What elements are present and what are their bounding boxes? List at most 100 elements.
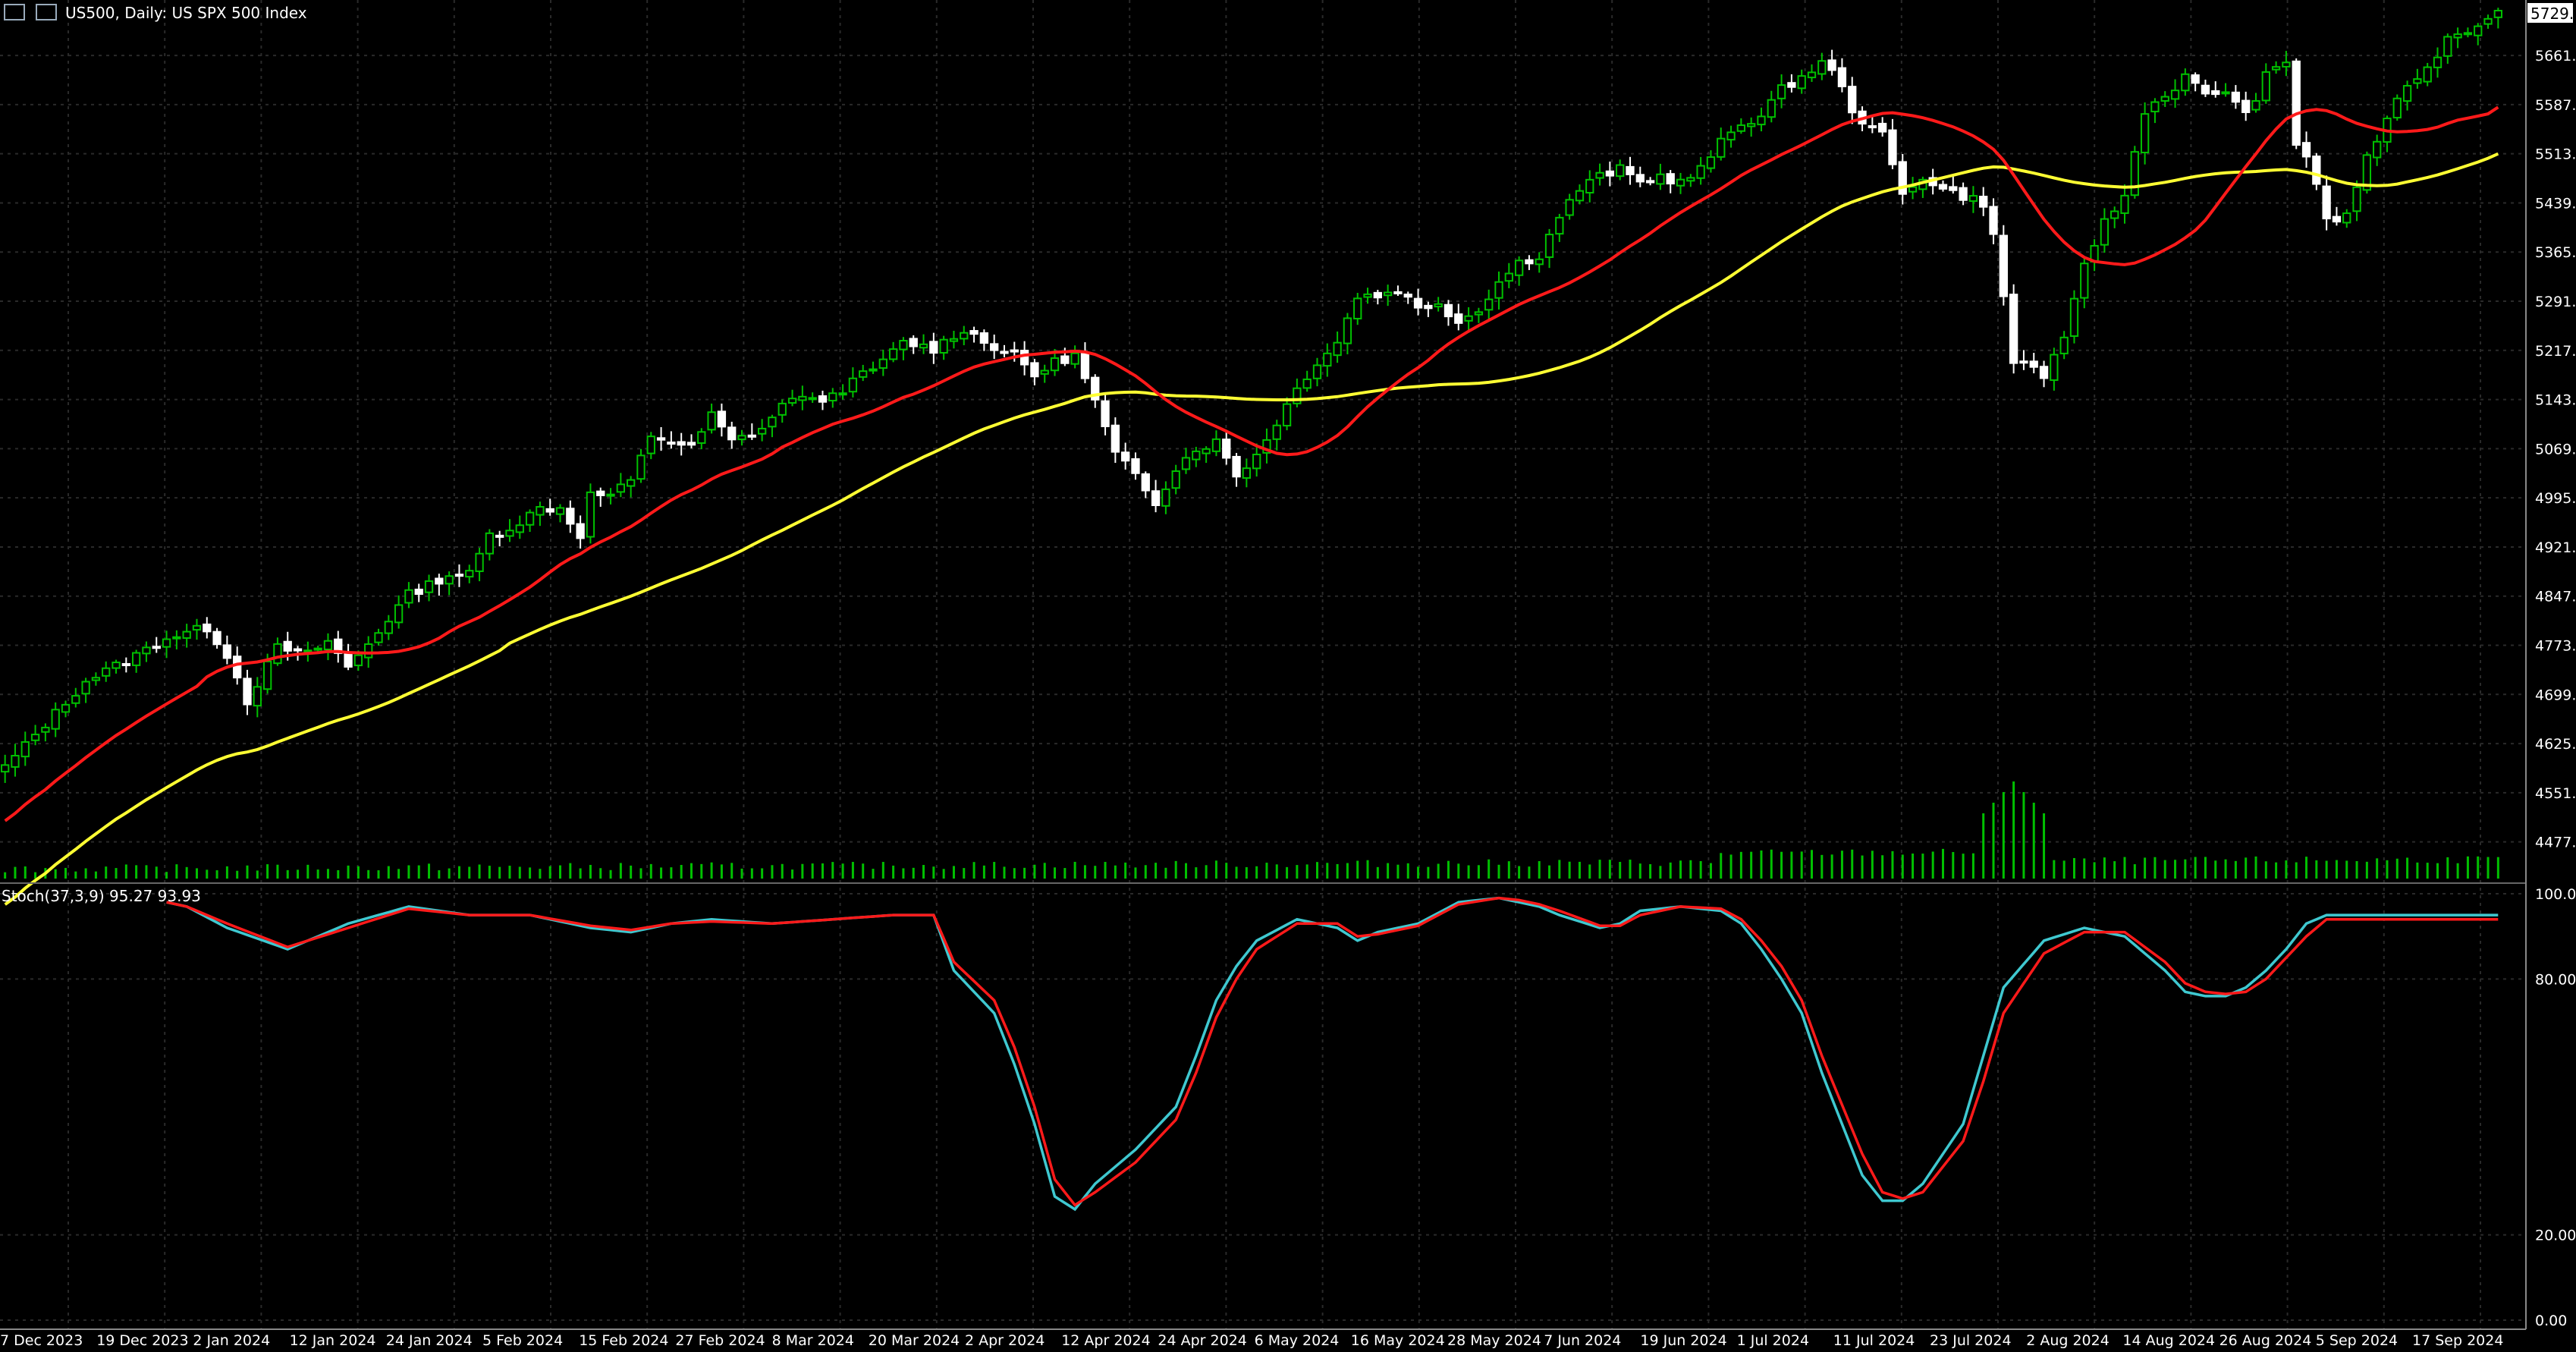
candle[interactable] xyxy=(11,744,20,777)
candle[interactable] xyxy=(2413,68,2422,89)
candle[interactable] xyxy=(1525,255,1534,270)
candle[interactable] xyxy=(1444,300,1453,326)
candle[interactable] xyxy=(152,637,161,653)
candle[interactable] xyxy=(686,434,696,448)
candle[interactable] xyxy=(1323,343,1332,377)
candle[interactable] xyxy=(41,723,50,742)
candle[interactable] xyxy=(2342,209,2351,228)
candle[interactable] xyxy=(1666,170,1675,193)
candle[interactable] xyxy=(2443,33,2452,64)
candle[interactable] xyxy=(1949,175,1958,194)
candle[interactable] xyxy=(2221,83,2230,97)
candle[interactable] xyxy=(1232,453,1241,487)
candle[interactable] xyxy=(203,617,212,639)
candle[interactable] xyxy=(1817,52,1827,80)
candle[interactable] xyxy=(1959,182,1968,206)
candle[interactable] xyxy=(707,403,716,434)
candle[interactable] xyxy=(1282,397,1292,431)
candle[interactable] xyxy=(545,498,554,516)
candle[interactable] xyxy=(1565,193,1574,220)
candle[interactable] xyxy=(192,618,202,640)
candle[interactable] xyxy=(1868,117,1877,134)
candle[interactable] xyxy=(1555,213,1564,242)
candle[interactable] xyxy=(61,700,71,718)
candle[interactable] xyxy=(909,335,918,354)
candle[interactable] xyxy=(768,414,777,438)
candle[interactable] xyxy=(2100,208,2109,253)
candle[interactable] xyxy=(495,530,504,547)
candle[interactable] xyxy=(2423,62,2432,86)
candle[interactable] xyxy=(828,388,837,408)
candle[interactable] xyxy=(757,419,767,442)
candle[interactable] xyxy=(1383,285,1393,307)
candle[interactable] xyxy=(1898,153,1907,205)
candle[interactable] xyxy=(2292,58,2301,149)
candle[interactable] xyxy=(1333,331,1342,363)
candle[interactable] xyxy=(2009,284,2018,374)
candle[interactable] xyxy=(1413,288,1423,316)
candle[interactable] xyxy=(1211,430,1221,457)
candle[interactable] xyxy=(71,687,80,708)
candle[interactable] xyxy=(677,432,686,456)
candle[interactable] xyxy=(1393,285,1403,297)
candle[interactable] xyxy=(2312,152,2321,190)
candle[interactable] xyxy=(1474,307,1484,323)
candle[interactable] xyxy=(838,384,847,400)
candle[interactable] xyxy=(2211,81,2220,98)
candle[interactable] xyxy=(525,509,535,533)
candle[interactable] xyxy=(960,325,969,346)
candlestick-series[interactable] xyxy=(0,8,2503,783)
candle[interactable] xyxy=(1968,186,1978,213)
candle[interactable] xyxy=(2201,79,2210,97)
candle[interactable] xyxy=(1030,358,1039,385)
candle[interactable] xyxy=(1252,443,1261,477)
candle[interactable] xyxy=(1827,49,1836,76)
candle[interactable] xyxy=(808,392,817,403)
candle[interactable] xyxy=(727,421,737,449)
candle[interactable] xyxy=(2080,256,2089,309)
candle[interactable] xyxy=(566,500,575,533)
candle[interactable] xyxy=(2463,27,2473,38)
candle[interactable] xyxy=(1484,289,1494,320)
candle[interactable] xyxy=(878,349,887,376)
candle[interactable] xyxy=(2231,85,2241,109)
candle[interactable] xyxy=(2373,134,2382,166)
candle[interactable] xyxy=(475,548,484,582)
candle[interactable] xyxy=(1504,263,1513,288)
candle[interactable] xyxy=(1222,431,1231,465)
candle[interactable] xyxy=(859,364,868,382)
candle[interactable] xyxy=(162,630,171,659)
candle[interactable] xyxy=(1908,177,1918,200)
candle[interactable] xyxy=(102,661,111,682)
candle[interactable] xyxy=(778,399,787,423)
candle[interactable] xyxy=(1888,118,1897,169)
candle[interactable] xyxy=(2019,350,2028,370)
candle[interactable] xyxy=(505,519,514,542)
candle[interactable] xyxy=(848,367,858,398)
candle[interactable] xyxy=(1131,452,1140,480)
candle[interactable] xyxy=(2191,72,2200,92)
candle[interactable] xyxy=(2271,61,2281,74)
candle[interactable] xyxy=(1000,344,1009,357)
candle[interactable] xyxy=(2453,27,2462,49)
candle[interactable] xyxy=(2181,68,2190,96)
candle[interactable] xyxy=(939,335,948,360)
candle[interactable] xyxy=(1161,481,1170,514)
candle[interactable] xyxy=(1686,174,1695,187)
candle[interactable] xyxy=(424,574,434,602)
candle[interactable] xyxy=(1343,313,1352,354)
candle[interactable] xyxy=(485,529,495,561)
chart-type-icon[interactable] xyxy=(36,4,57,20)
candle[interactable] xyxy=(2282,51,2291,77)
candle[interactable] xyxy=(303,641,313,662)
candle[interactable] xyxy=(1837,58,1847,93)
candle[interactable] xyxy=(51,702,60,737)
candle[interactable] xyxy=(1626,156,1635,185)
candle[interactable] xyxy=(1181,448,1191,474)
candle[interactable] xyxy=(1877,117,1887,137)
candle[interactable] xyxy=(2392,94,2402,121)
candle[interactable] xyxy=(1938,180,1948,192)
candle[interactable] xyxy=(1424,301,1433,317)
candle[interactable] xyxy=(1514,256,1524,286)
